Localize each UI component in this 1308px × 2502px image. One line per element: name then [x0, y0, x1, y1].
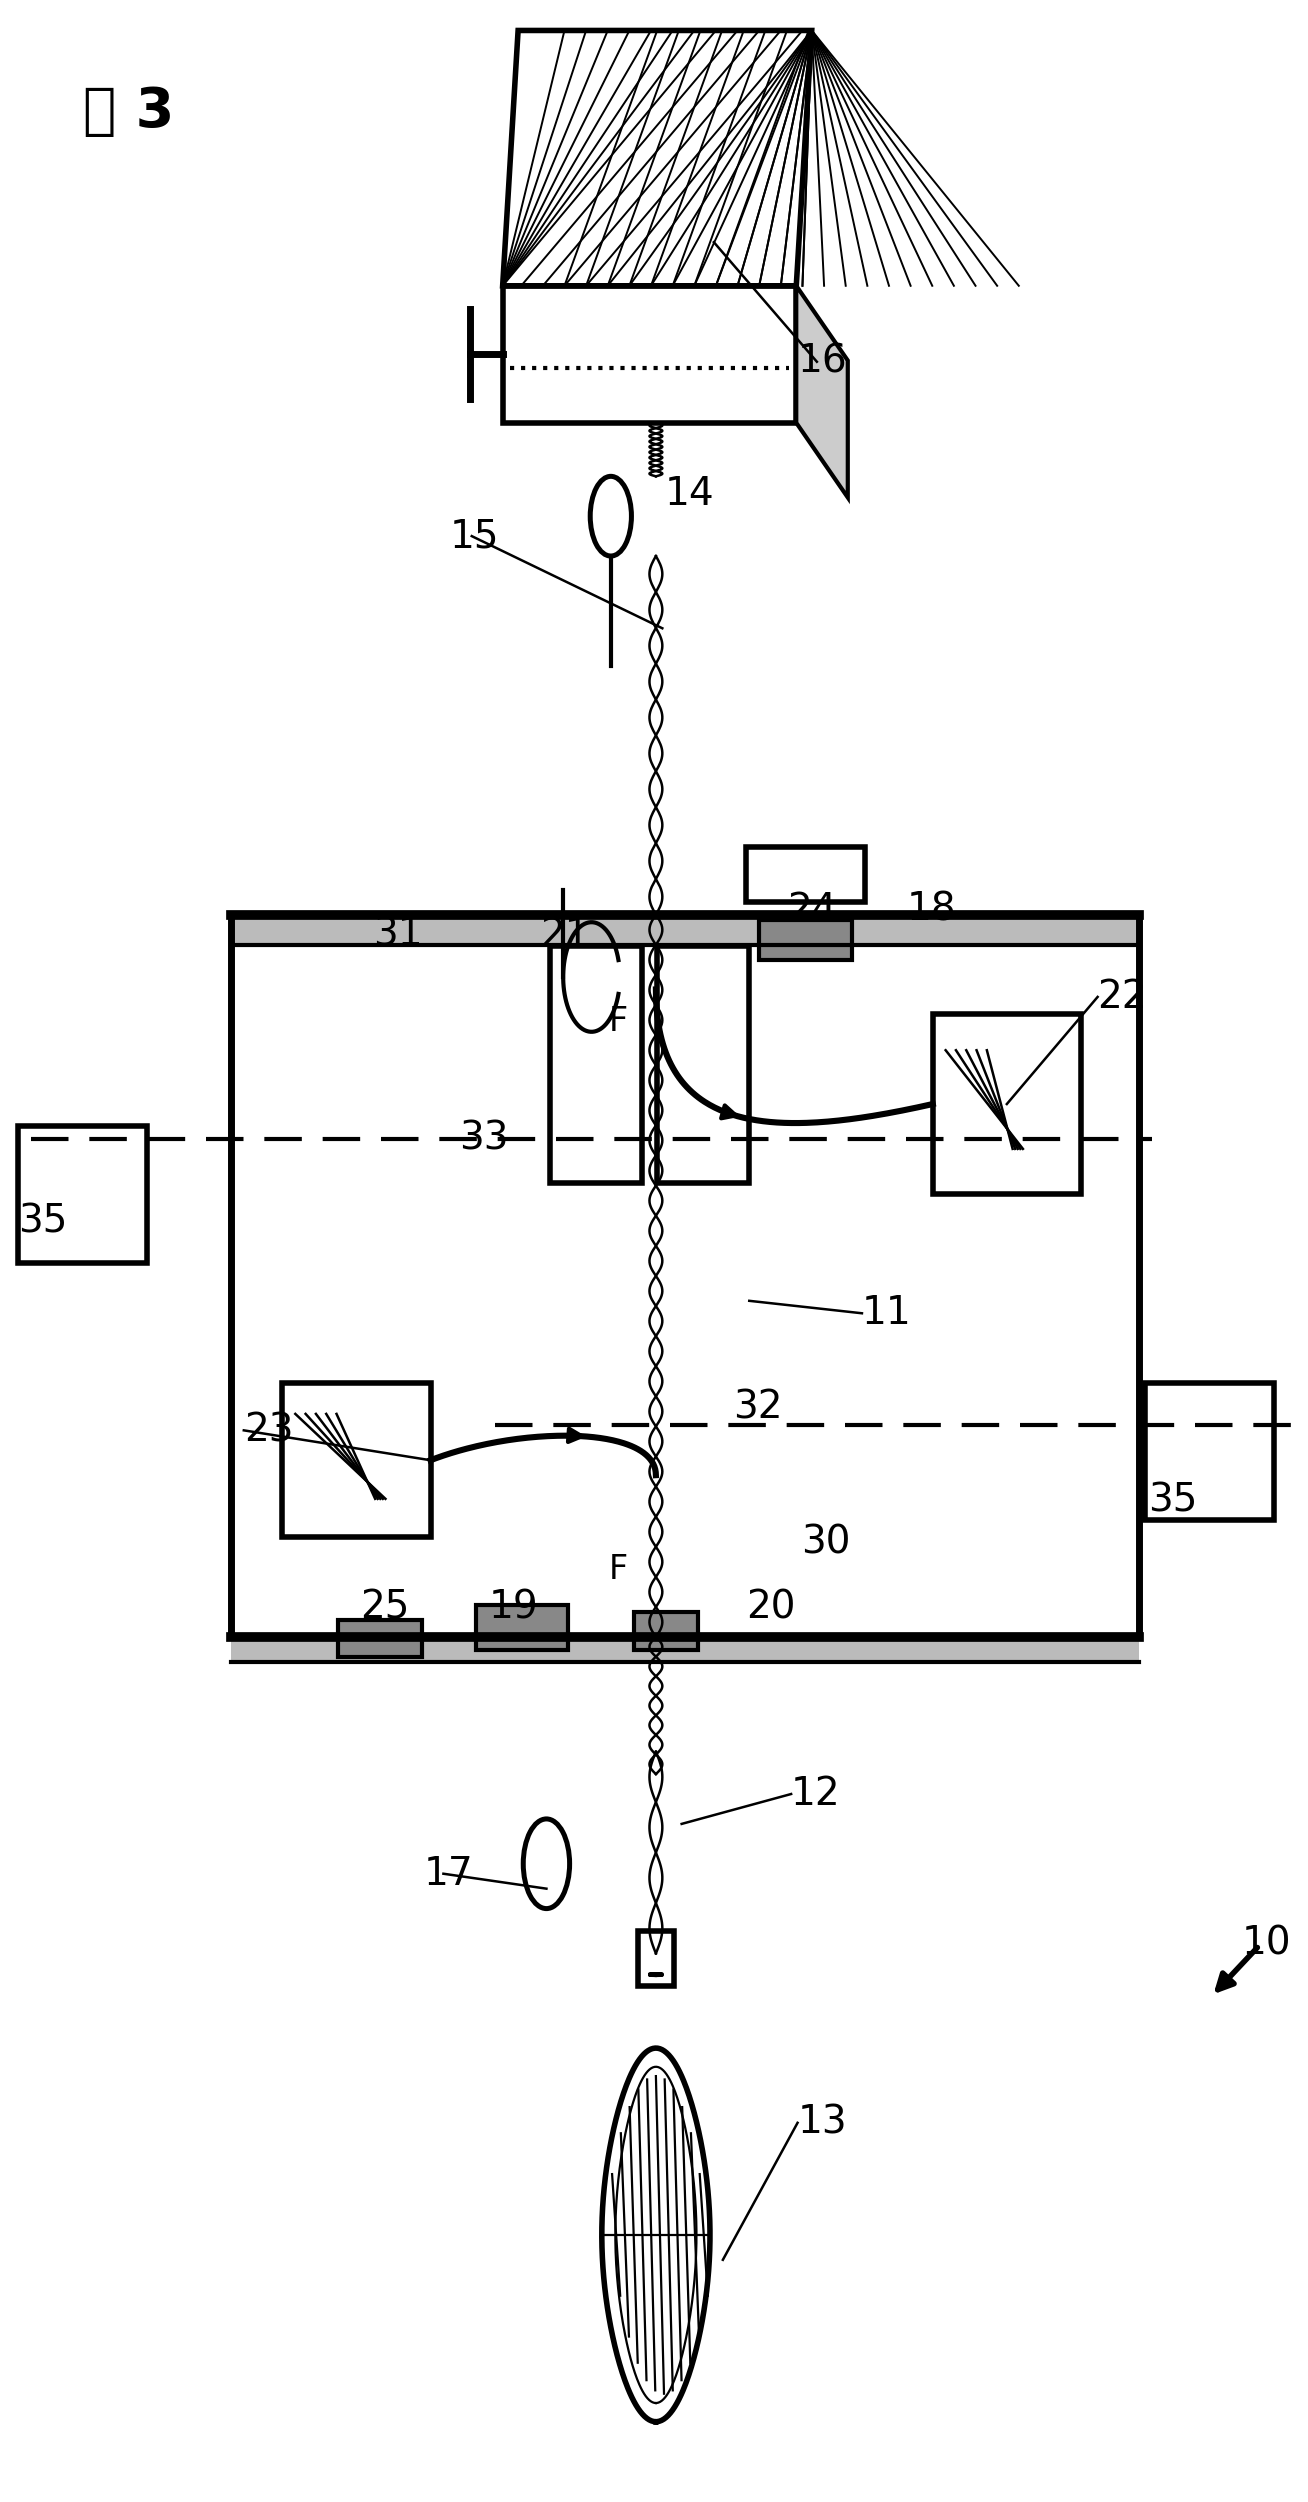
Text: 33: 33 [459, 1121, 509, 1158]
Bar [933, 1013, 1080, 1193]
Bar [232, 916, 1139, 946]
Bar [638, 1932, 674, 1987]
Text: 35: 35 [1148, 1481, 1197, 1519]
Text: 19: 19 [488, 1589, 538, 1626]
Bar [232, 1636, 1139, 1661]
Text: 24: 24 [787, 891, 837, 928]
Bar [18, 1126, 148, 1264]
Bar [232, 916, 1139, 1636]
Bar [283, 1384, 430, 1536]
Text: F: F [608, 1006, 628, 1038]
Text: 20: 20 [746, 1589, 795, 1626]
Text: 11: 11 [862, 1294, 912, 1331]
Text: 35: 35 [18, 1201, 68, 1241]
Bar [657, 946, 749, 1183]
Text: F: F [608, 1554, 628, 1586]
Polygon shape [797, 285, 848, 498]
Text: 22: 22 [1097, 978, 1147, 1016]
Bar [759, 921, 852, 961]
Bar [476, 1604, 569, 1649]
Text: 13: 13 [798, 2104, 848, 2142]
Text: 25: 25 [360, 1589, 409, 1626]
Polygon shape [502, 30, 812, 285]
Bar [634, 1611, 698, 1649]
Text: 31: 31 [373, 916, 422, 953]
Text: 图 3: 图 3 [82, 85, 174, 140]
Bar [549, 946, 642, 1183]
Text: 10: 10 [1241, 1924, 1291, 1962]
Text: 23: 23 [243, 1411, 293, 1449]
Text: 16: 16 [798, 343, 848, 380]
Text: 15: 15 [450, 518, 500, 555]
Text: 30: 30 [802, 1524, 852, 1561]
Text: 14: 14 [664, 475, 714, 513]
Text: 21: 21 [540, 916, 590, 953]
Bar [746, 848, 865, 903]
Text: 32: 32 [734, 1389, 782, 1426]
Bar [337, 1619, 421, 1656]
Bar [1146, 1384, 1274, 1521]
Polygon shape [502, 285, 797, 423]
Text: 18: 18 [906, 891, 956, 928]
Text: 17: 17 [424, 1854, 473, 1892]
Text: 12: 12 [791, 1774, 841, 1814]
